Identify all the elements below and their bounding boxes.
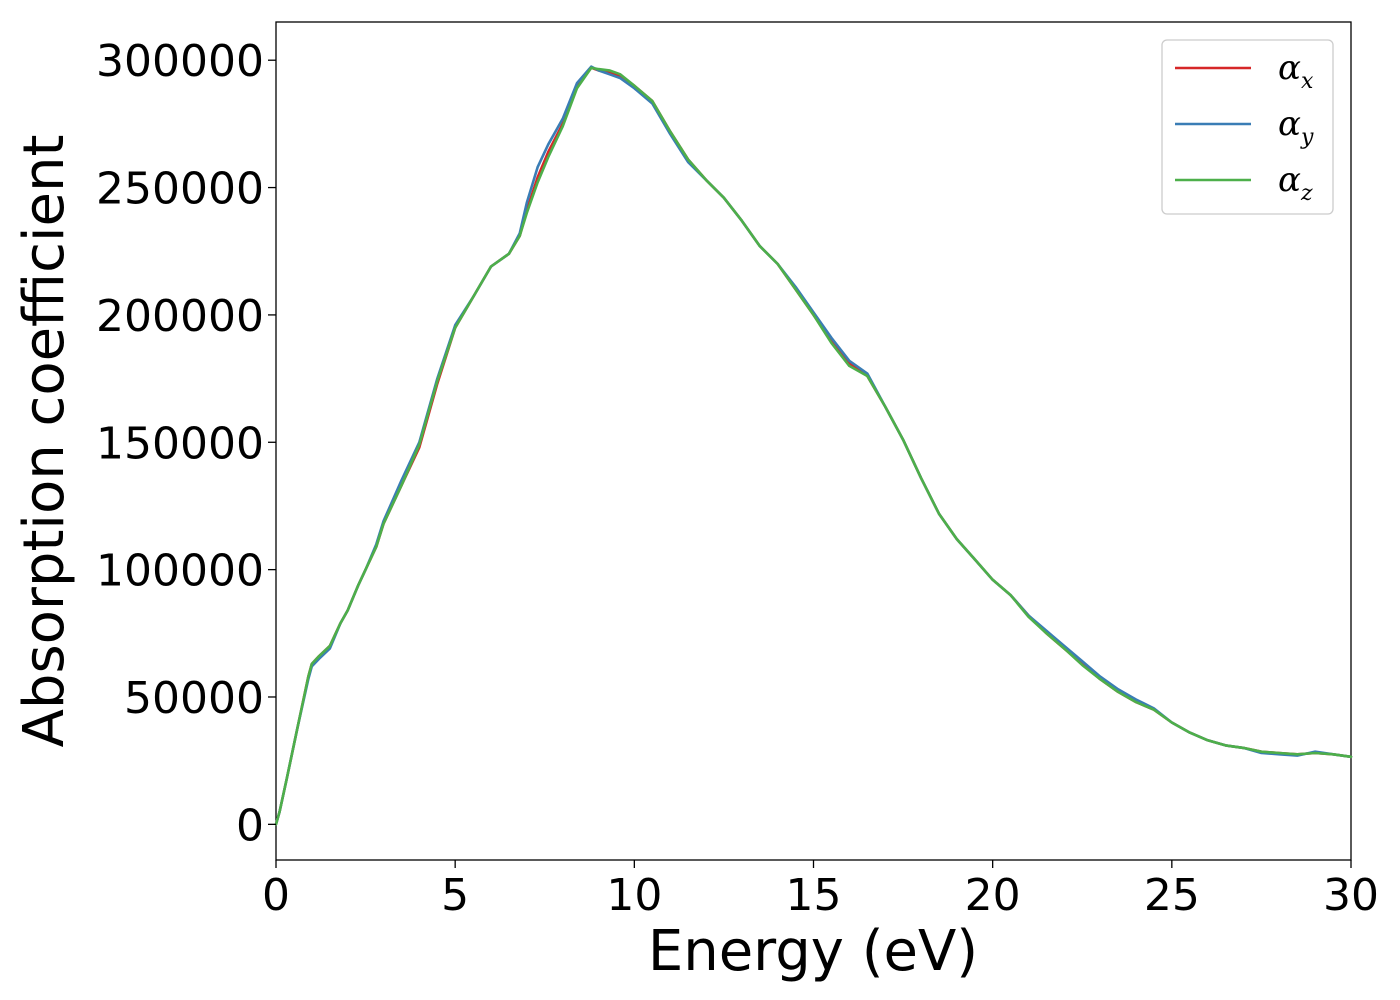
y-tick-label: 300000 bbox=[96, 36, 264, 87]
y-tick-label: 50000 bbox=[124, 673, 264, 724]
x-axis-label: Energy (eV) bbox=[648, 919, 978, 984]
y-tick-label: 100000 bbox=[96, 546, 264, 597]
x-tick-label: 30 bbox=[1323, 870, 1379, 921]
y-tick-label: 200000 bbox=[96, 291, 264, 342]
x-axis-ticks: 0 5 10 15 20 25 30 bbox=[262, 860, 1379, 921]
y-tick-label: 0 bbox=[236, 800, 264, 851]
y-axis-ticks: 0 50000 100000 150000 200000 250000 300000 bbox=[96, 36, 276, 851]
y-tick-label: 150000 bbox=[96, 418, 264, 469]
series-line-3 bbox=[274, 66, 1353, 826]
series-lines bbox=[274, 65, 1353, 826]
legend-box bbox=[1161, 39, 1334, 215]
x-tick-label: 5 bbox=[441, 870, 469, 921]
y-tick-label: 250000 bbox=[96, 164, 264, 215]
x-tick-label: 15 bbox=[786, 870, 842, 921]
x-tick-label: 10 bbox=[606, 870, 662, 921]
x-tick-label: 20 bbox=[965, 870, 1021, 921]
x-tick-label: 0 bbox=[262, 870, 290, 921]
y-axis-label: Absorption coefficient bbox=[12, 135, 77, 748]
x-tick-label: 25 bbox=[1144, 870, 1200, 921]
